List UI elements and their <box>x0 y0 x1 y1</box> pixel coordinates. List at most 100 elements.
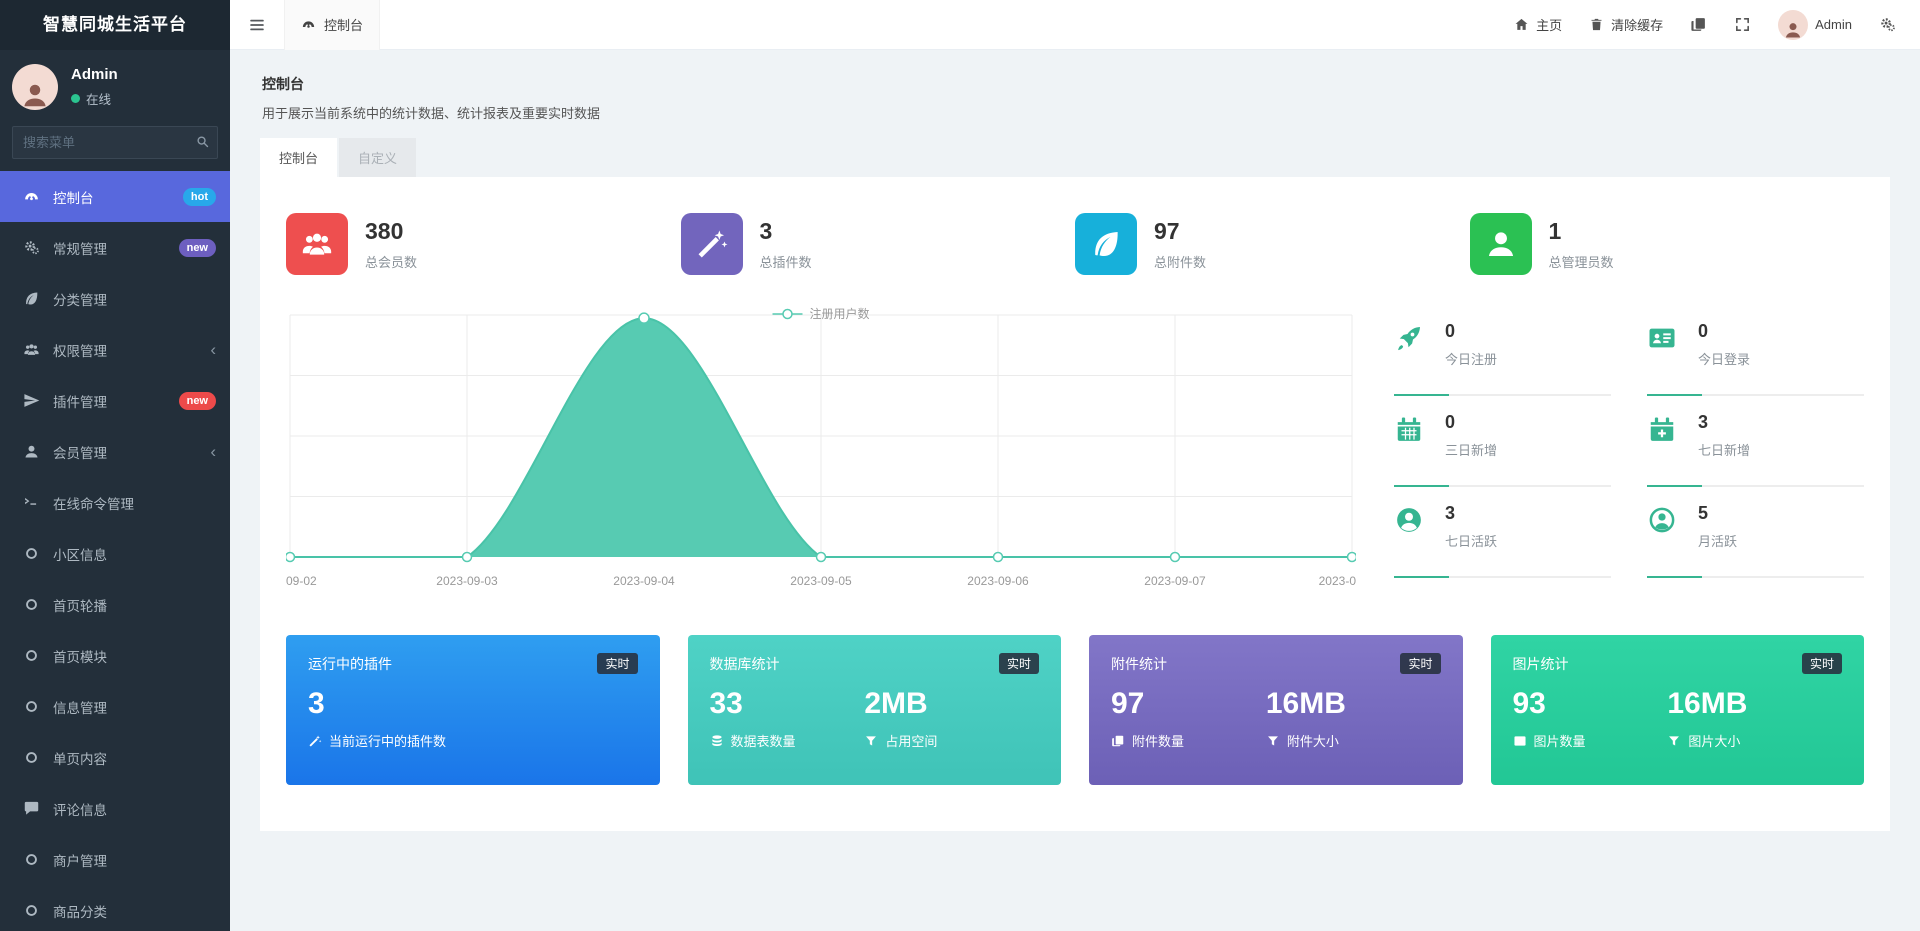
metric-value: 3 <box>308 687 325 720</box>
sidebar-item-label: 评论信息 <box>53 802 107 818</box>
page-title: 控制台 <box>262 76 304 92</box>
gauge-icon <box>24 192 38 201</box>
sidebar-item-6[interactable]: 在线命令管理 <box>0 477 230 528</box>
page-switch-button[interactable] <box>1690 16 1707 33</box>
card-metric: 16MB 图片大小 <box>1667 687 1747 750</box>
quick-stat-label: 今日登录 <box>1698 352 1751 367</box>
calendar-plus-icon <box>1650 417 1674 441</box>
tab-0[interactable]: 控制台 <box>260 138 338 177</box>
home-link[interactable]: 主页 <box>1514 15 1562 34</box>
sidebar-item-10[interactable]: 信息管理 <box>0 681 230 732</box>
realtime-card-0: 运行中的插件 实时 3 当前运行中的插件数 <box>286 635 660 785</box>
fullscreen-button[interactable] <box>1734 16 1751 33</box>
magic-icon <box>680 213 743 275</box>
sidebar-item-5[interactable]: 会员管理 ‹ <box>0 426 230 477</box>
stat-value: 380 <box>365 217 404 244</box>
quick-stats-grid: 0 今日注册 0 今日登录 0 三日新增 3 <box>1394 305 1864 605</box>
sidebar-nav: 控制台 hot 常规管理 new 分类管理 权限管理 ‹ 插件管理 new 会员… <box>0 171 230 931</box>
clear-cache-label: 清除缓存 <box>1611 18 1664 33</box>
svg-text:2023-09-05: 2023-09-05 <box>790 574 852 588</box>
user-circle-icon <box>1397 508 1421 532</box>
card-metric: 93 图片数量 <box>1513 687 1668 750</box>
quick-stat-1: 0 今日登录 <box>1647 305 1864 396</box>
metric-value: 93 <box>1512 687 1546 720</box>
stat-card-2: 97 总附件数 <box>1075 213 1470 275</box>
sidebar-item-label: 控制台 <box>53 190 94 206</box>
sidebar-item-4[interactable]: 插件管理 new <box>0 375 230 426</box>
sidebar-item-1[interactable]: 常规管理 new <box>0 222 230 273</box>
divider <box>1647 485 1864 487</box>
sidebar-item-12[interactable]: 评论信息 <box>0 783 230 834</box>
circle-icon <box>25 599 37 610</box>
user-status: 在线 <box>86 93 112 107</box>
topbar-user[interactable]: Admin <box>1778 9 1852 40</box>
sidebar-item-label: 会员管理 <box>53 445 107 461</box>
metric-label: 当前运行中的插件数 <box>329 734 447 749</box>
sidebar-item-8[interactable]: 首页轮播 <box>0 579 230 630</box>
sidebar-item-label: 商品分类 <box>53 904 107 920</box>
stats-row: 380 总会员数 3 总插件数 97 总附件数 1 总管理员数 <box>286 213 1864 275</box>
card-metric: 16MB 附件大小 <box>1266 687 1346 750</box>
circle-icon <box>25 905 37 916</box>
card-title: 附件统计 <box>1111 655 1167 672</box>
sidebar-item-label: 首页模块 <box>53 649 107 665</box>
tab-1[interactable]: 自定义 <box>339 138 417 177</box>
stat-label: 总插件数 <box>759 254 812 270</box>
realtime-card-3: 图片统计 实时 93 图片数量 16MB 图片大小 <box>1490 635 1864 785</box>
user-name: Admin <box>71 66 118 83</box>
sidebar-item-label: 插件管理 <box>53 394 107 410</box>
search-input[interactable] <box>12 126 218 159</box>
user-circle-icon <box>1394 503 1430 550</box>
sidebar-item-13[interactable]: 商户管理 <box>0 834 230 885</box>
clear-cache-button[interactable]: 清除缓存 <box>1589 15 1663 34</box>
user-avatar[interactable] <box>12 64 58 110</box>
terminal-icon <box>24 497 36 505</box>
sidebar-item-2[interactable]: 分类管理 <box>0 273 230 324</box>
funnel-icon <box>1267 735 1278 746</box>
online-status-dot <box>71 94 80 103</box>
stat-label: 总附件数 <box>1154 254 1207 270</box>
sidebar-item-11[interactable]: 单页内容 <box>0 732 230 783</box>
chevron-left-icon: ‹ <box>210 442 216 461</box>
divider <box>1394 394 1611 396</box>
settings-button[interactable] <box>1879 16 1896 33</box>
user-icon <box>1469 213 1532 275</box>
sidebar-item-14[interactable]: 商品分类 <box>0 885 230 931</box>
search-icon[interactable] <box>195 134 210 149</box>
sidebar-item-0[interactable]: 控制台 hot <box>0 171 230 222</box>
chart-legend[interactable]: 注册用户数 <box>772 305 870 322</box>
card-metric: 33 数据表数量 <box>710 687 865 750</box>
stat-card-3: 1 总管理员数 <box>1469 213 1865 275</box>
card-title: 运行中的插件 <box>308 655 392 672</box>
circle-icon <box>22 851 40 868</box>
divider <box>1394 485 1611 487</box>
sidebar-item-3[interactable]: 权限管理 ‹ <box>0 324 230 375</box>
sidebar-item-label: 商户管理 <box>53 853 107 869</box>
nav-badge: hot <box>182 187 216 206</box>
topbar-tab-dashboard[interactable]: 控制台 <box>284 0 381 50</box>
users-group-icon <box>286 213 348 275</box>
metric-value: 97 <box>1111 687 1145 720</box>
quick-stat-value: 0 <box>1698 321 1709 341</box>
quick-stat-2: 0 三日新增 <box>1394 396 1611 487</box>
funnel-icon <box>1667 734 1681 748</box>
quick-stat-value: 0 <box>1445 321 1456 341</box>
home-icon <box>1515 18 1528 30</box>
menu-search <box>12 126 218 159</box>
leaf-icon <box>1075 213 1137 275</box>
user-icon <box>24 445 38 458</box>
sidebar-toggle-icon[interactable] <box>230 16 284 34</box>
sidebar-item-7[interactable]: 小区信息 <box>0 528 230 579</box>
legend-marker-icon <box>772 308 803 319</box>
sidebar-item-label: 在线命令管理 <box>53 496 134 512</box>
card-metric: 2MB 占用空间 <box>864 687 937 750</box>
users-group-icon <box>302 233 332 255</box>
realtime-badge: 实时 <box>1400 653 1441 674</box>
database-icon <box>711 734 722 746</box>
app-title[interactable]: 智慧同城生活平台 <box>0 0 230 50</box>
sidebar-item-9[interactable]: 首页模块 <box>0 630 230 681</box>
realtime-badge: 实时 <box>1801 653 1842 674</box>
svg-text:2023-09-07: 2023-09-07 <box>1144 574 1206 588</box>
metric-label: 数据表数量 <box>730 734 796 749</box>
calendar-icon <box>1397 417 1421 441</box>
